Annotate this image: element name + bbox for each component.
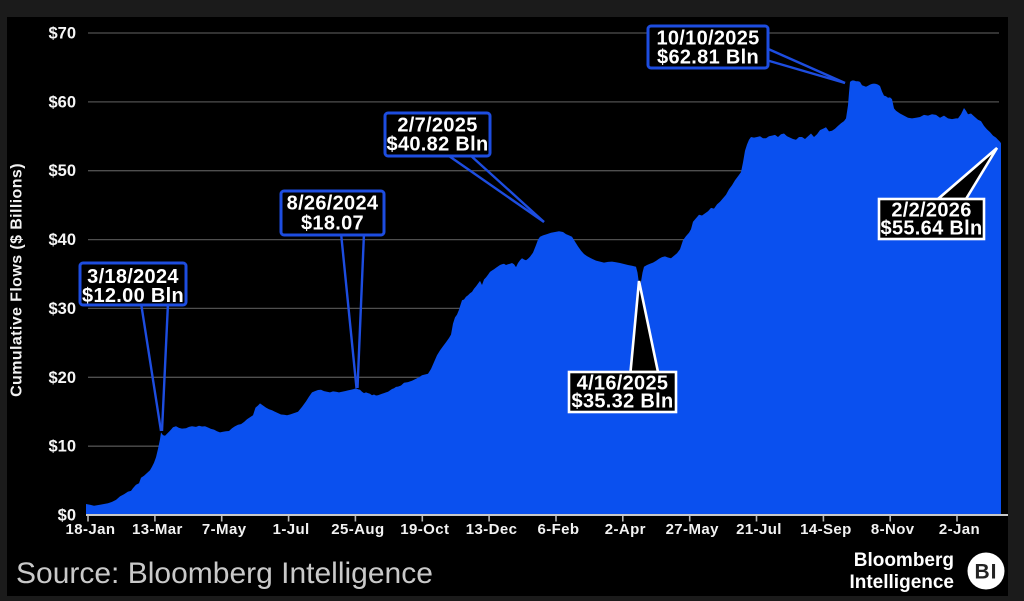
- svg-text:Intelligence: Intelligence: [849, 572, 954, 593]
- svg-text:$50: $50: [48, 162, 76, 180]
- svg-text:2-Apr: 2-Apr: [605, 521, 646, 538]
- svg-text:$40.82 Bln: $40.82 Bln: [387, 134, 489, 156]
- svg-text:13-Mar: 13-Mar: [132, 521, 183, 538]
- svg-text:2/2/2026: 2/2/2026: [891, 200, 971, 222]
- svg-text:$0: $0: [58, 507, 76, 525]
- svg-text:BI: BI: [975, 561, 998, 584]
- svg-text:1-Jul: 1-Jul: [273, 521, 310, 538]
- svg-text:8/26/2024: 8/26/2024: [287, 193, 379, 215]
- svg-text:$62.81 Bln: $62.81 Bln: [657, 47, 759, 69]
- svg-text:18-Jan: 18-Jan: [66, 521, 116, 538]
- svg-text:21-Jul: 21-Jul: [736, 521, 782, 538]
- svg-text:6-Feb: 6-Feb: [537, 521, 579, 538]
- svg-text:$20: $20: [48, 369, 76, 387]
- svg-text:27-May: 27-May: [666, 521, 720, 538]
- svg-text:$70: $70: [48, 25, 76, 43]
- svg-text:25-Aug: 25-Aug: [331, 521, 384, 538]
- svg-text:$12.00 Bln: $12.00 Bln: [82, 285, 184, 307]
- svg-text:2-Jan: 2-Jan: [939, 521, 980, 538]
- svg-text:Cumulative Flows ($ Billions): Cumulative Flows ($ Billions): [9, 163, 26, 397]
- svg-text:19-Oct: 19-Oct: [400, 521, 449, 538]
- svg-text:14-Sep: 14-Sep: [800, 521, 852, 538]
- svg-text:8-Nov: 8-Nov: [871, 521, 915, 538]
- svg-text:$30: $30: [48, 300, 76, 318]
- svg-text:$40: $40: [48, 231, 76, 249]
- svg-text:$60: $60: [48, 93, 76, 111]
- svg-text:3/18/2024: 3/18/2024: [87, 266, 179, 288]
- svg-text:4/16/2025: 4/16/2025: [577, 373, 669, 395]
- svg-text:Source: Bloomberg Intelligence: Source: Bloomberg Intelligence: [16, 557, 433, 590]
- svg-text:2/7/2025: 2/7/2025: [397, 115, 477, 137]
- svg-text:Bloomberg: Bloomberg: [854, 550, 954, 571]
- svg-text:13-Dec: 13-Dec: [466, 521, 518, 538]
- svg-text:10/10/2025: 10/10/2025: [656, 28, 759, 50]
- svg-text:7-May: 7-May: [202, 521, 247, 538]
- svg-text:$18.07: $18.07: [301, 213, 364, 235]
- svg-text:$55.64 Bln: $55.64 Bln: [881, 218, 983, 240]
- svg-text:$35.32 Bln: $35.32 Bln: [572, 391, 674, 413]
- svg-text:$10: $10: [48, 438, 76, 456]
